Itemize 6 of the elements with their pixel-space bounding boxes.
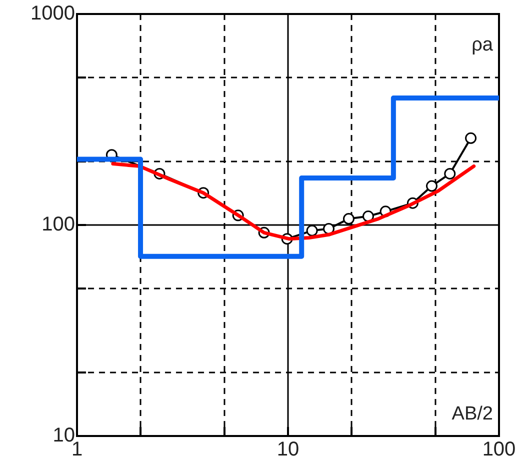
x-tick-label: 10: [276, 438, 300, 460]
x-tick-label: 100: [482, 438, 516, 460]
y-tick-label: 1000: [30, 2, 75, 25]
y-tick-label: 100: [42, 214, 75, 236]
y-axis-title: ρa: [472, 34, 494, 56]
x-axis-title: AB/2: [452, 404, 493, 425]
